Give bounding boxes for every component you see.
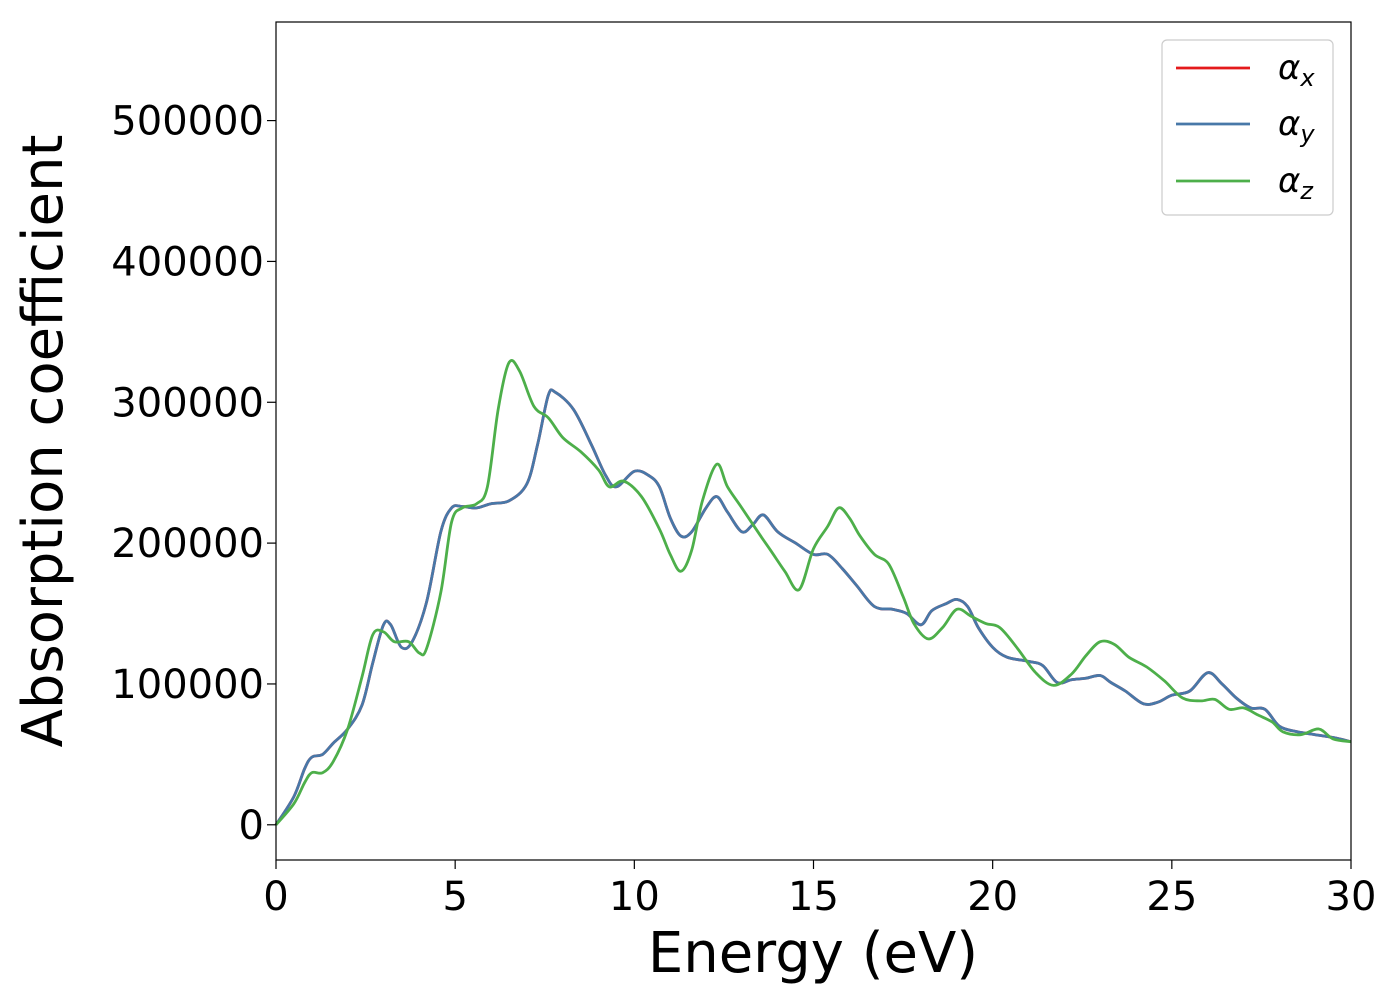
legend-label-z: αz [1278,161,1314,205]
x-tick-label: 5 [442,874,467,920]
x-tick-label: 25 [1146,874,1197,920]
y-axis-title: Absorption coefficient [11,135,76,748]
series-line-z [274,359,1352,826]
x-tick-label: 0 [263,874,288,920]
y-tick-label: 500000 [111,99,264,145]
y-tick-label: 100000 [111,662,264,708]
legend-label-y: αy [1278,104,1315,148]
x-tick-label: 20 [967,874,1018,920]
y-tick-label: 200000 [111,521,264,567]
y-tick-label: 400000 [111,239,264,285]
series-line-y [274,388,1352,826]
legend-box [1161,39,1334,216]
x-axis: 0 5 10 15 20 25 30 [263,860,1376,920]
x-axis-title: Energy (eV) [648,921,978,986]
x-tick-label: 15 [788,874,839,920]
x-tick-label: 30 [1326,874,1377,920]
y-tick-label: 300000 [111,380,264,426]
y-axis: 0 100000 200000 300000 400000 500000 [111,99,276,849]
series-lines [274,359,1352,826]
legend-label-x: αx [1278,48,1315,92]
legend: αx αy αz [1161,39,1334,216]
x-tick-label: 10 [609,874,660,920]
y-tick-label: 0 [239,803,264,849]
